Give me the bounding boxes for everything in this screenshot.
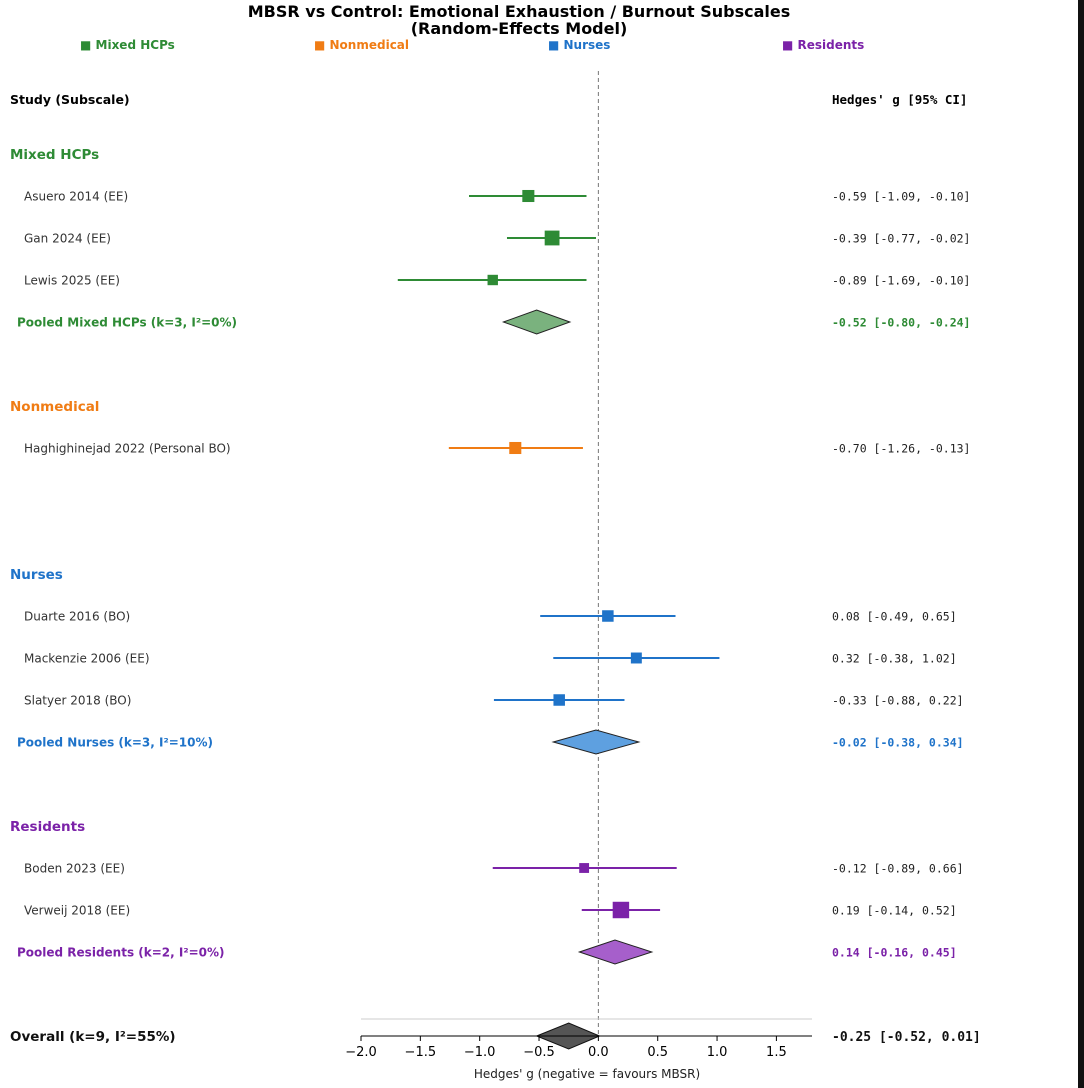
window-edge [1078, 0, 1084, 1088]
legend-item-residents: ■ Residents [782, 38, 864, 52]
study-label: Asuero 2014 (EE) [24, 190, 128, 204]
study-effect-text: -0.89 [-1.69, -0.10] [832, 274, 970, 288]
chart-title: MBSR vs Control: Emotional Exhaustion / … [248, 2, 790, 21]
pooled-label-mixed-hcps: Pooled Mixed HCPs (k=3, I²=0%) [17, 316, 237, 330]
pooled-label-nurses: Pooled Nurses (k=3, I²=10%) [17, 736, 213, 750]
study-point-marker [630, 652, 642, 664]
legend-item-nurses: ■ Nurses [548, 38, 610, 52]
x-tick-label: −2.0 [345, 1045, 377, 1060]
study-label: Gan 2024 (EE) [24, 232, 111, 246]
study-point-marker [612, 901, 630, 919]
study-effect-text: -0.70 [-1.26, -0.13] [832, 442, 970, 456]
pooled-effect-text-nurses: -0.02 [-0.38, 0.34] [832, 736, 964, 750]
overall-effect-text: -0.25 [-0.52, 0.01] [832, 1030, 981, 1045]
study-label: Verweij 2018 (EE) [24, 904, 130, 918]
x-tick-label: 0.5 [647, 1045, 668, 1060]
study-effect-text: -0.33 [-0.88, 0.22] [832, 694, 964, 708]
x-tick-label: 0.0 [588, 1045, 609, 1060]
x-tick-label: −1.0 [464, 1045, 496, 1060]
legend-item-mixed-hcps: ■ Mixed HCPs [80, 38, 175, 52]
pooled-effect-text-residents: 0.14 [-0.16, 0.45] [832, 946, 957, 960]
legend-item-nonmedical: ■ Nonmedical [314, 38, 409, 52]
left-column-header: Study (Subscale) [10, 92, 130, 107]
pooled-effect-text-mixed-hcps: -0.52 [-0.80, -0.24] [832, 316, 970, 330]
pooled-diamond-mixed-hcps [501, 309, 572, 335]
legend: ■ Mixed HCPs ■ Nonmedical ■ Nurses ■ Reside… [80, 38, 864, 52]
x-axis: −2.0 −1.5 −1.0 −0.5 0.0 0.5 1.0 1.5 [345, 1035, 812, 1060]
chart-subtitle: (Random-Effects Model) [411, 19, 628, 38]
study-effect-text: -0.12 [-0.89, 0.66] [832, 862, 964, 876]
group-header-nonmedical: Nonmedical [10, 399, 99, 415]
study-label: Mackenzie 2006 (EE) [24, 652, 150, 666]
study-effect-text: -0.39 [-0.77, -0.02] [832, 232, 970, 246]
x-tick-label: 1.5 [766, 1045, 787, 1060]
study-point-marker [544, 230, 560, 246]
right-column-header: Hedges' g [95% CI] [832, 92, 967, 107]
overall-label: Overall (k=9, I²=55%) [10, 1029, 176, 1045]
plot-area: Mixed HCPs Asuero 2014 (EE) -0.59 [-1.09, … [10, 71, 981, 1050]
group-header-residents: Residents [10, 819, 85, 835]
study-point-marker [602, 610, 614, 622]
x-tick-label: −1.5 [405, 1045, 437, 1060]
study-point-marker [579, 863, 590, 873]
study-point-marker [487, 274, 498, 286]
study-effect-text: -0.59 [-1.09, -0.10] [832, 190, 970, 204]
group-header-nurses: Nurses [10, 567, 63, 583]
pooled-diamond-nurses [551, 729, 641, 755]
x-tick-label: 1.0 [707, 1045, 728, 1060]
study-label: Duarte 2016 (BO) [24, 610, 130, 624]
study-point-marker [522, 189, 535, 203]
study-label: Haghighinejad 2022 (Personal BO) [24, 442, 231, 456]
x-axis-label: Hedges' g (negative = favours MBSR) [474, 1067, 700, 1081]
study-effect-text: 0.32 [-0.38, 1.02] [832, 652, 957, 666]
x-tick-label: −0.5 [523, 1045, 555, 1060]
study-effect-text: 0.19 [-0.14, 0.52] [832, 904, 957, 918]
pooled-diamond-residents [577, 939, 654, 965]
study-point-marker [553, 694, 565, 706]
group-header-mixed-hcps: Mixed HCPs [10, 147, 99, 163]
study-effect-text: 0.08 [-0.49, 0.65] [832, 610, 957, 624]
pooled-label-residents: Pooled Residents (k=2, I²=0%) [17, 946, 225, 960]
study-label: Lewis 2025 (EE) [24, 274, 120, 288]
study-point-marker [509, 441, 522, 455]
study-label: Boden 2023 (EE) [24, 862, 125, 876]
study-label: Slatyer 2018 (BO) [24, 694, 131, 708]
